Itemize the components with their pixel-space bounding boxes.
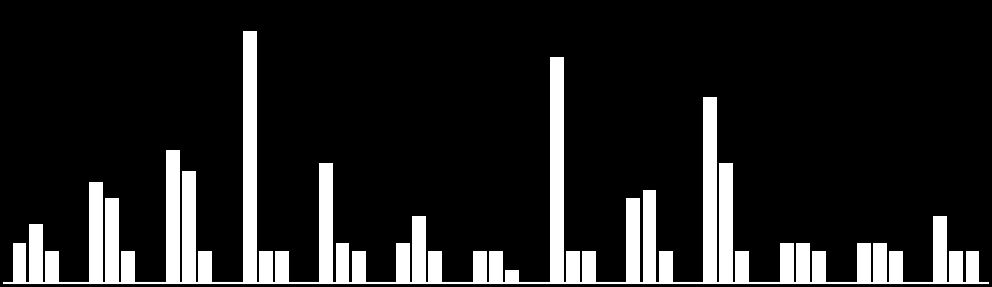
Bar bbox=[965, 251, 979, 283]
Bar bbox=[889, 251, 903, 283]
Bar bbox=[703, 97, 717, 283]
Bar bbox=[413, 216, 427, 283]
Bar bbox=[352, 251, 366, 283]
Bar bbox=[550, 57, 563, 283]
Bar bbox=[873, 243, 887, 283]
Bar bbox=[166, 150, 180, 283]
Bar bbox=[335, 243, 349, 283]
Bar bbox=[275, 251, 289, 283]
Bar bbox=[719, 163, 733, 283]
Bar bbox=[489, 251, 503, 283]
Bar bbox=[659, 251, 673, 283]
Bar bbox=[565, 251, 579, 283]
Bar bbox=[183, 171, 196, 283]
Bar bbox=[319, 163, 333, 283]
Bar bbox=[13, 243, 27, 283]
Bar bbox=[396, 243, 410, 283]
Bar bbox=[857, 243, 871, 283]
Bar bbox=[243, 31, 257, 283]
Bar bbox=[796, 243, 809, 283]
Bar bbox=[29, 224, 43, 283]
Bar bbox=[582, 251, 596, 283]
Bar bbox=[933, 216, 947, 283]
Bar bbox=[198, 251, 212, 283]
Bar bbox=[626, 198, 640, 283]
Bar bbox=[259, 251, 273, 283]
Bar bbox=[429, 251, 442, 283]
Bar bbox=[780, 243, 794, 283]
Bar bbox=[45, 251, 59, 283]
Bar bbox=[735, 251, 749, 283]
Bar bbox=[473, 251, 487, 283]
Bar bbox=[949, 251, 963, 283]
Bar bbox=[121, 251, 135, 283]
Bar bbox=[105, 198, 119, 283]
Bar bbox=[89, 182, 103, 283]
Bar bbox=[812, 251, 826, 283]
Bar bbox=[643, 190, 657, 283]
Bar bbox=[505, 269, 519, 283]
